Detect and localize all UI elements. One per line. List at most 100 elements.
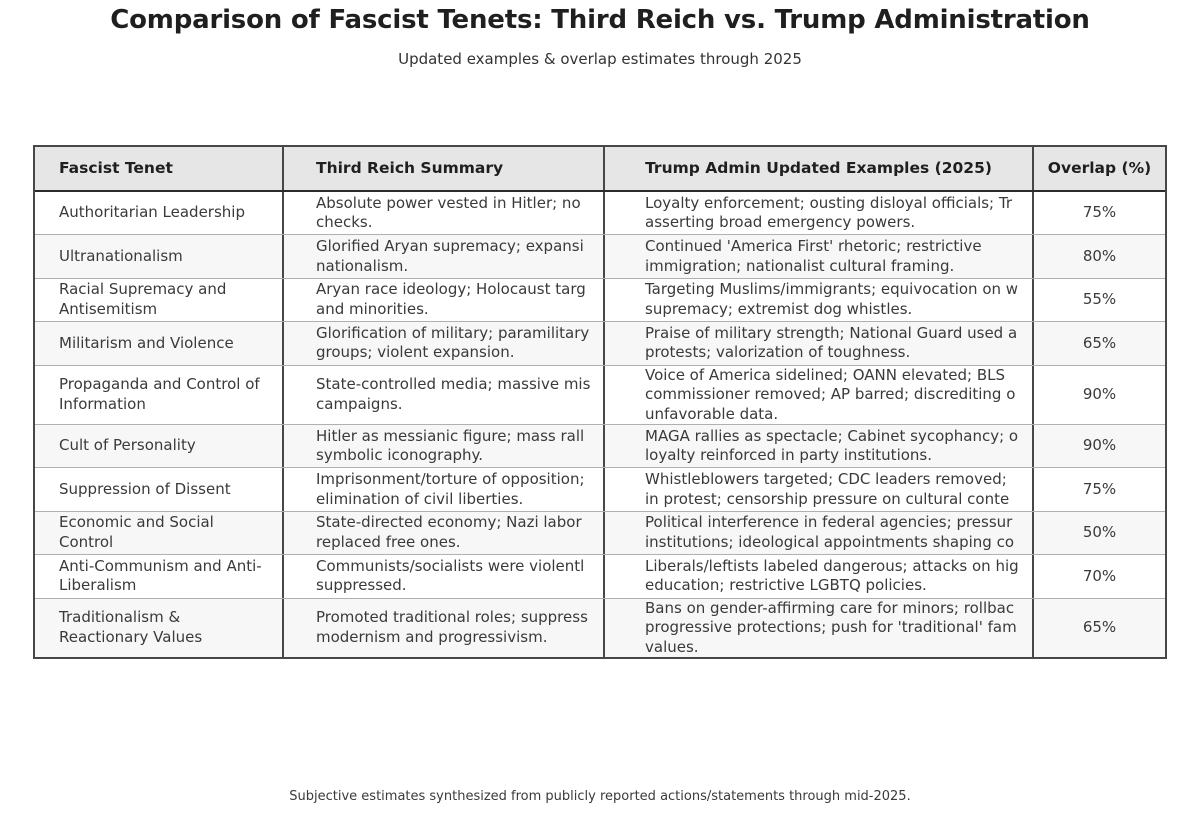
overlap-value: 65% [1082, 618, 1117, 636]
overlap-cell: 50% [1034, 512, 1165, 554]
overlap-cell: 90% [1034, 425, 1165, 467]
table-row: Militarism and Violence Glorification of… [35, 322, 1165, 366]
tenet-cell: Anti-Communism and Anti- Liberalism [35, 555, 284, 598]
reich-summary-cell: Imprisonment/torture of opposition; elim… [284, 468, 605, 511]
trump-examples-cell: Loyalty enforcement; ousting disloyal of… [605, 192, 1034, 235]
table-row: Racial Supremacy and Antisemitism Aryan … [35, 278, 1165, 323]
column-header-label: Fascist Tenet [59, 158, 173, 177]
table-row: Propaganda and Control of Information St… [35, 365, 1165, 425]
table-row: Economic and Social Control State-direct… [35, 511, 1165, 556]
reich-summary-text: State-controlled media; massive mis camp… [316, 375, 591, 413]
tenet-text: Racial Supremacy and Antisemitism [59, 280, 227, 318]
reich-summary-cell: Aryan race ideology; Holocaust targ and … [284, 278, 605, 322]
tenet-cell: Traditionalism & Reactionary Values [35, 598, 284, 657]
reich-summary-text: Aryan race ideology; Holocaust targ and … [316, 280, 586, 318]
comparison-table: Fascist Tenet Third Reich Summary Trump … [33, 145, 1167, 659]
overlap-value: 65% [1082, 333, 1117, 352]
tenet-cell: Racial Supremacy and Antisemitism [35, 278, 284, 322]
tenet-text: Suppression of Dissent [59, 479, 231, 498]
trump-examples-text: Bans on gender-affirming care for minors… [645, 598, 1017, 656]
reich-summary-text: Imprisonment/torture of opposition; elim… [316, 470, 585, 508]
trump-examples-text: Praise of military strength; National Gu… [645, 323, 1018, 362]
column-header-third-reich-summary: Third Reich Summary [284, 147, 605, 190]
reich-summary-cell: State-controlled media; massive mis camp… [284, 365, 605, 424]
reich-summary-text: Absolute power vested in Hitler; no chec… [316, 193, 581, 232]
reich-summary-cell: Glorification of military; paramilitary … [284, 322, 605, 365]
tenet-cell: Authoritarian Leadership [35, 192, 284, 235]
table-row: Cult of Personality Hitler as messianic … [35, 425, 1165, 469]
page-subtitle: Updated examples & overlap estimates thr… [398, 50, 802, 68]
trump-examples-cell: Praise of military strength; National Gu… [605, 322, 1034, 365]
column-header-trump-admin-examples: Trump Admin Updated Examples (2025) [605, 147, 1034, 190]
column-header-label: Trump Admin Updated Examples (2025) [645, 158, 992, 177]
trump-examples-cell: MAGA rallies as spectacle; Cabinet sycop… [605, 425, 1034, 468]
overlap-cell: 70% [1034, 555, 1165, 597]
overlap-cell: 75% [1034, 192, 1165, 234]
reich-summary-cell: Hitler as messianic figure; mass rall sy… [284, 425, 605, 468]
table-row: Suppression of Dissent Imprisonment/tort… [35, 468, 1165, 512]
overlap-value: 75% [1082, 479, 1117, 498]
reich-summary-text: Communists/socialists were violentl supp… [316, 556, 585, 595]
trump-examples-cell: Liberals/leftists labeled dangerous; att… [605, 555, 1034, 598]
trump-examples-text: Political interference in federal agenci… [645, 513, 1015, 551]
tenet-text: Militarism and Violence [59, 333, 234, 352]
overlap-value: 90% [1082, 385, 1117, 403]
trump-examples-text: Voice of America sidelined; OANN elevate… [645, 365, 1016, 423]
column-header-label: Overlap (%) [1047, 158, 1152, 177]
tenet-text: Propaganda and Control of Information [59, 375, 260, 413]
reich-summary-text: Glorified Aryan supremacy; expansi natio… [316, 237, 584, 275]
overlap-cell: 65% [1034, 599, 1165, 658]
reich-summary-cell: Absolute power vested in Hitler; no chec… [284, 192, 605, 235]
trump-examples-cell: Political interference in federal agenci… [605, 511, 1034, 555]
overlap-value: 80% [1082, 246, 1117, 265]
column-header-overlap: Overlap (%) [1034, 147, 1165, 190]
table-row: Authoritarian Leadership Absolute power … [35, 192, 1165, 236]
overlap-cell: 90% [1034, 366, 1165, 425]
tenet-text: Ultranationalism [59, 246, 183, 265]
tenet-text: Anti-Communism and Anti- Liberalism [59, 556, 262, 595]
tenet-cell: Suppression of Dissent [35, 468, 284, 511]
overlap-value: 55% [1082, 290, 1117, 309]
tenet-text: Cult of Personality [59, 436, 196, 455]
trump-examples-text: Targeting Muslims/immigrants; equivocati… [645, 280, 1019, 318]
trump-examples-text: MAGA rallies as spectacle; Cabinet sycop… [645, 426, 1019, 465]
column-header-fascist-tenet: Fascist Tenet [35, 147, 284, 190]
table-row: Traditionalism & Reactionary Values Prom… [35, 598, 1165, 658]
table-header-row: Fascist Tenet Third Reich Summary Trump … [35, 147, 1165, 192]
trump-examples-cell: Targeting Muslims/immigrants; equivocati… [605, 278, 1034, 322]
tenet-cell: Propaganda and Control of Information [35, 365, 284, 424]
tenet-text: Authoritarian Leadership [59, 203, 245, 222]
trump-examples-text: Liberals/leftists labeled dangerous; att… [645, 556, 1019, 595]
tenet-cell: Cult of Personality [35, 425, 284, 468]
table-row: Ultranationalism Glorified Aryan suprema… [35, 235, 1165, 279]
trump-examples-cell: Continued 'America First' rhetoric; rest… [605, 235, 1034, 278]
overlap-value: 70% [1082, 566, 1117, 585]
trump-examples-text: Whistleblowers targeted; CDC leaders rem… [645, 470, 1010, 508]
reich-summary-cell: Glorified Aryan supremacy; expansi natio… [284, 235, 605, 278]
trump-examples-cell: Whistleblowers targeted; CDC leaders rem… [605, 468, 1034, 511]
overlap-value: 90% [1082, 436, 1117, 455]
overlap-cell: 75% [1034, 468, 1165, 510]
reich-summary-text: Promoted traditional roles; suppress mod… [316, 608, 588, 646]
tenet-cell: Militarism and Violence [35, 322, 284, 365]
tenet-cell: Ultranationalism [35, 235, 284, 278]
reich-summary-cell: Communists/socialists were violentl supp… [284, 555, 605, 598]
overlap-cell: 65% [1034, 322, 1165, 364]
reich-summary-cell: State-directed economy; Nazi labor repla… [284, 511, 605, 555]
trump-examples-cell: Bans on gender-affirming care for minors… [605, 598, 1034, 657]
tenet-cell: Economic and Social Control [35, 511, 284, 555]
trump-examples-cell: Voice of America sidelined; OANN elevate… [605, 365, 1034, 424]
tenet-text: Traditionalism & Reactionary Values [59, 608, 203, 646]
reich-summary-text: State-directed economy; Nazi labor repla… [316, 513, 582, 551]
column-header-label: Third Reich Summary [316, 158, 504, 177]
overlap-value: 75% [1082, 203, 1117, 222]
table-row: Anti-Communism and Anti- Liberalism Comm… [35, 555, 1165, 599]
trump-examples-text: Loyalty enforcement; ousting disloyal of… [645, 193, 1013, 232]
reich-summary-text: Hitler as messianic figure; mass rall sy… [316, 426, 585, 465]
overlap-cell: 80% [1034, 235, 1165, 277]
footnote: Subjective estimates synthesized from pu… [289, 789, 911, 804]
overlap-value: 50% [1082, 523, 1117, 542]
overlap-cell: 55% [1034, 279, 1165, 321]
reich-summary-text: Glorification of military; paramilitary … [316, 323, 590, 362]
page-title: Comparison of Fascist Tenets: Third Reic… [110, 5, 1090, 35]
